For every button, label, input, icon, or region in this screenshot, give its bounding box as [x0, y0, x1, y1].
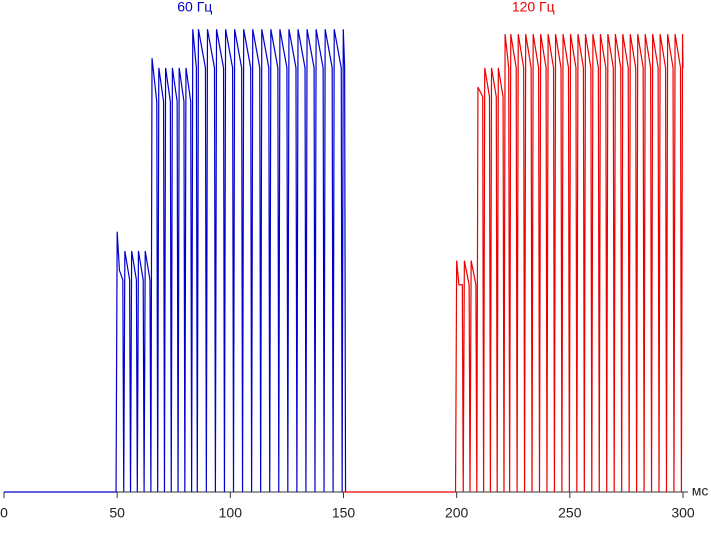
series-line	[4, 29, 347, 493]
x-tick-label: 0	[0, 505, 8, 521]
x-tick-label: 250	[558, 505, 582, 521]
series-label: 120 Гц	[512, 0, 555, 15]
x-tick-label: 200	[445, 505, 469, 521]
x-tick-label: 150	[332, 505, 356, 521]
x-tick-label: 100	[219, 505, 243, 521]
x-tick-label: 50	[109, 505, 125, 521]
series-label: 60 Гц	[177, 0, 212, 15]
series-line	[343, 34, 684, 493]
x-axis-label: мс	[692, 483, 709, 499]
x-tick-label: 300	[671, 505, 695, 521]
